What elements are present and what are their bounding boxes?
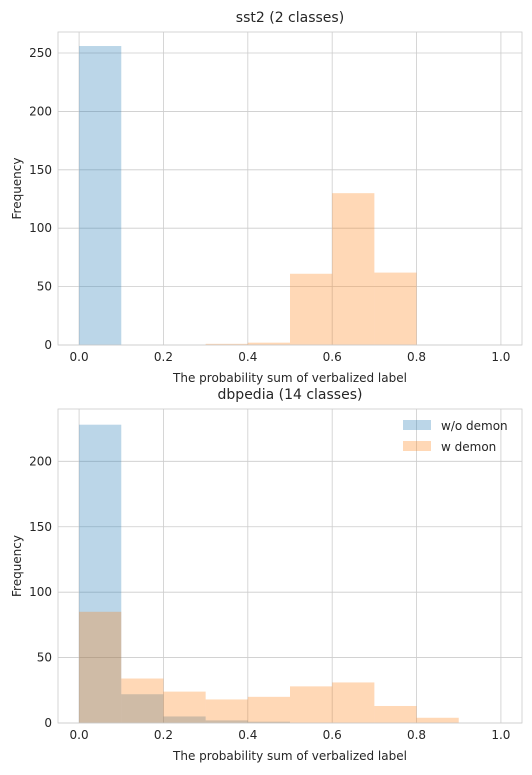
x-axis-label: The probability sum of verbalized label [172,371,407,385]
y-tick-label: 100 [29,221,52,235]
x-tick-label: 0.2 [154,728,173,742]
histogram-bar-series-1 [205,343,248,345]
plot-frame [57,31,523,346]
y-tick-labels: 0 50 100 150 200 250 [29,46,52,352]
x-tick-label: 0.4 [238,350,257,364]
histogram-bar-series-1 [332,682,375,723]
histogram-bar-series-1 [79,611,122,723]
legend-swatch-wo-demon [403,420,431,430]
legend-label-wo-demon: w/o demon [441,419,508,433]
histogram-bar-series-1 [332,193,375,345]
chart-dbpedia: dbpedia (14 classes) 0.0 0.2 0.4 0.6 0.8 1.0 … [10,387,523,763]
x-tick-label: 0.0 [70,350,89,364]
gridlines [58,409,522,724]
y-axis-label: Frequency [10,535,24,597]
x-tick-label: 0.4 [238,728,257,742]
histogram-bar-series-1 [374,705,417,723]
histogram-bar-series-0 [79,46,122,346]
bars [79,46,417,346]
histogram-bar-series-0 [79,424,122,723]
x-tick-labels: 0.0 0.2 0.4 0.6 0.8 1.0 [70,728,511,742]
y-tick-labels: 0 50 100 150 200 [29,454,52,730]
histogram-bar-series-1 [290,686,333,723]
x-tick-label: 0.0 [70,728,89,742]
x-tick-labels: 0.0 0.2 0.4 0.6 0.8 1.0 [70,350,511,364]
legend-swatch-w-demon [403,441,431,451]
x-tick-label: 0.6 [323,728,342,742]
y-tick-label: 200 [29,454,52,468]
y-tick-label: 150 [29,520,52,534]
histogram-bar-series-1 [205,699,248,723]
histogram-bar-series-0 [121,694,164,723]
y-axis-label: Frequency [10,158,24,220]
histogram-bar-series-0 [247,721,290,723]
histogram-bar-series-0 [163,716,206,723]
y-tick-label: 100 [29,585,52,599]
legend: w/o demon w demon [403,419,508,454]
x-tick-label: 1.0 [491,350,510,364]
histogram-bar-series-0 [205,720,248,723]
y-tick-label: 150 [29,163,52,177]
bars [79,424,459,723]
histogram-bar-series-1 [163,691,206,723]
x-tick-label: 1.0 [491,728,510,742]
histogram-bar-series-1 [247,696,290,723]
histogram-bar-series-1 [374,272,417,345]
y-tick-label: 50 [37,651,52,665]
chart-title: sst2 (2 classes) [236,10,344,26]
chart-sst2: sst2 (2 classes) 0.0 0.2 0.4 0.6 0.8 1.0 0 50 1… [10,10,523,385]
plot-frame [57,408,523,724]
y-tick-label: 50 [37,280,52,294]
x-tick-label: 0.8 [407,728,426,742]
legend-label-w-demon: w demon [441,440,496,454]
y-tick-label: 0 [44,338,52,352]
x-axis-label: The probability sum of verbalized label [172,749,407,763]
histogram-bar-series-1 [416,717,459,723]
histogram-bar-series-1 [121,678,164,723]
x-tick-label: 0.6 [323,350,342,364]
x-tick-label: 0.8 [407,350,426,364]
y-tick-label: 250 [29,46,52,60]
x-tick-label: 0.2 [154,350,173,364]
chart-title: dbpedia (14 classes) [218,387,363,403]
histogram-bar-series-1 [290,273,333,345]
y-tick-label: 200 [29,104,52,118]
histogram-bar-series-1 [247,342,290,345]
y-tick-label: 0 [44,716,52,730]
